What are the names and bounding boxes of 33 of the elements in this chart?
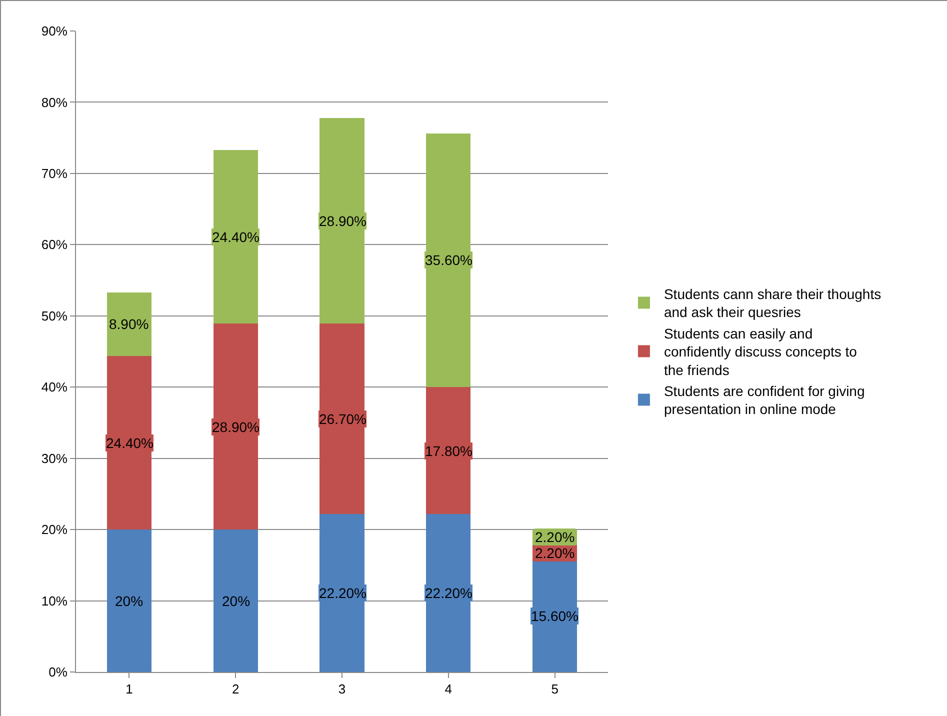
data-label: 28.90%	[212, 419, 260, 435]
y-tick-label: 0%	[48, 664, 68, 680]
data-label: 17.80%	[425, 443, 472, 459]
data-label: 22.20%	[319, 585, 366, 601]
data-label: 24.40%	[212, 229, 260, 245]
y-tick-label: 70%	[41, 166, 68, 181]
data-label: 15.60%	[531, 608, 578, 624]
x-tick-label: 4	[444, 682, 452, 697]
legend-label: Students can easily and confidently discuss concepts to the friends	[664, 325, 858, 378]
x-tick-label: 2	[232, 682, 240, 697]
y-tick-label: 30%	[41, 450, 68, 466]
data-label: 2.20%	[535, 545, 575, 561]
y-tick-label: 20%	[41, 522, 68, 538]
data-label: 24.40%	[106, 435, 154, 451]
data-label: 20%	[222, 593, 250, 609]
y-tick-label: 50%	[41, 308, 68, 324]
x-tick-label: 1	[126, 682, 133, 697]
y-tick-label: 80%	[41, 94, 68, 110]
data-label: 26.70%	[319, 411, 366, 427]
legend-label: Students cann share their thoughts and ask their quesries	[664, 286, 882, 320]
x-tick-label: 5	[551, 682, 558, 697]
x-tick-label: 3	[338, 682, 346, 697]
data-label: 8.90%	[109, 316, 149, 332]
data-label: 22.20%	[425, 585, 472, 601]
data-label: 35.60%	[425, 252, 472, 268]
y-tick-label: 90%	[41, 24, 68, 39]
y-tick-label: 10%	[41, 593, 68, 608]
data-label: 20%	[115, 593, 144, 609]
data-label: 28.90%	[319, 213, 366, 229]
legend-label: Students are confident for giving presentation in online mode	[664, 383, 865, 418]
data-label: 2.20%	[535, 529, 575, 545]
y-tick-label: 40%	[41, 380, 68, 395]
y-tick-label: 60%	[41, 237, 68, 252]
